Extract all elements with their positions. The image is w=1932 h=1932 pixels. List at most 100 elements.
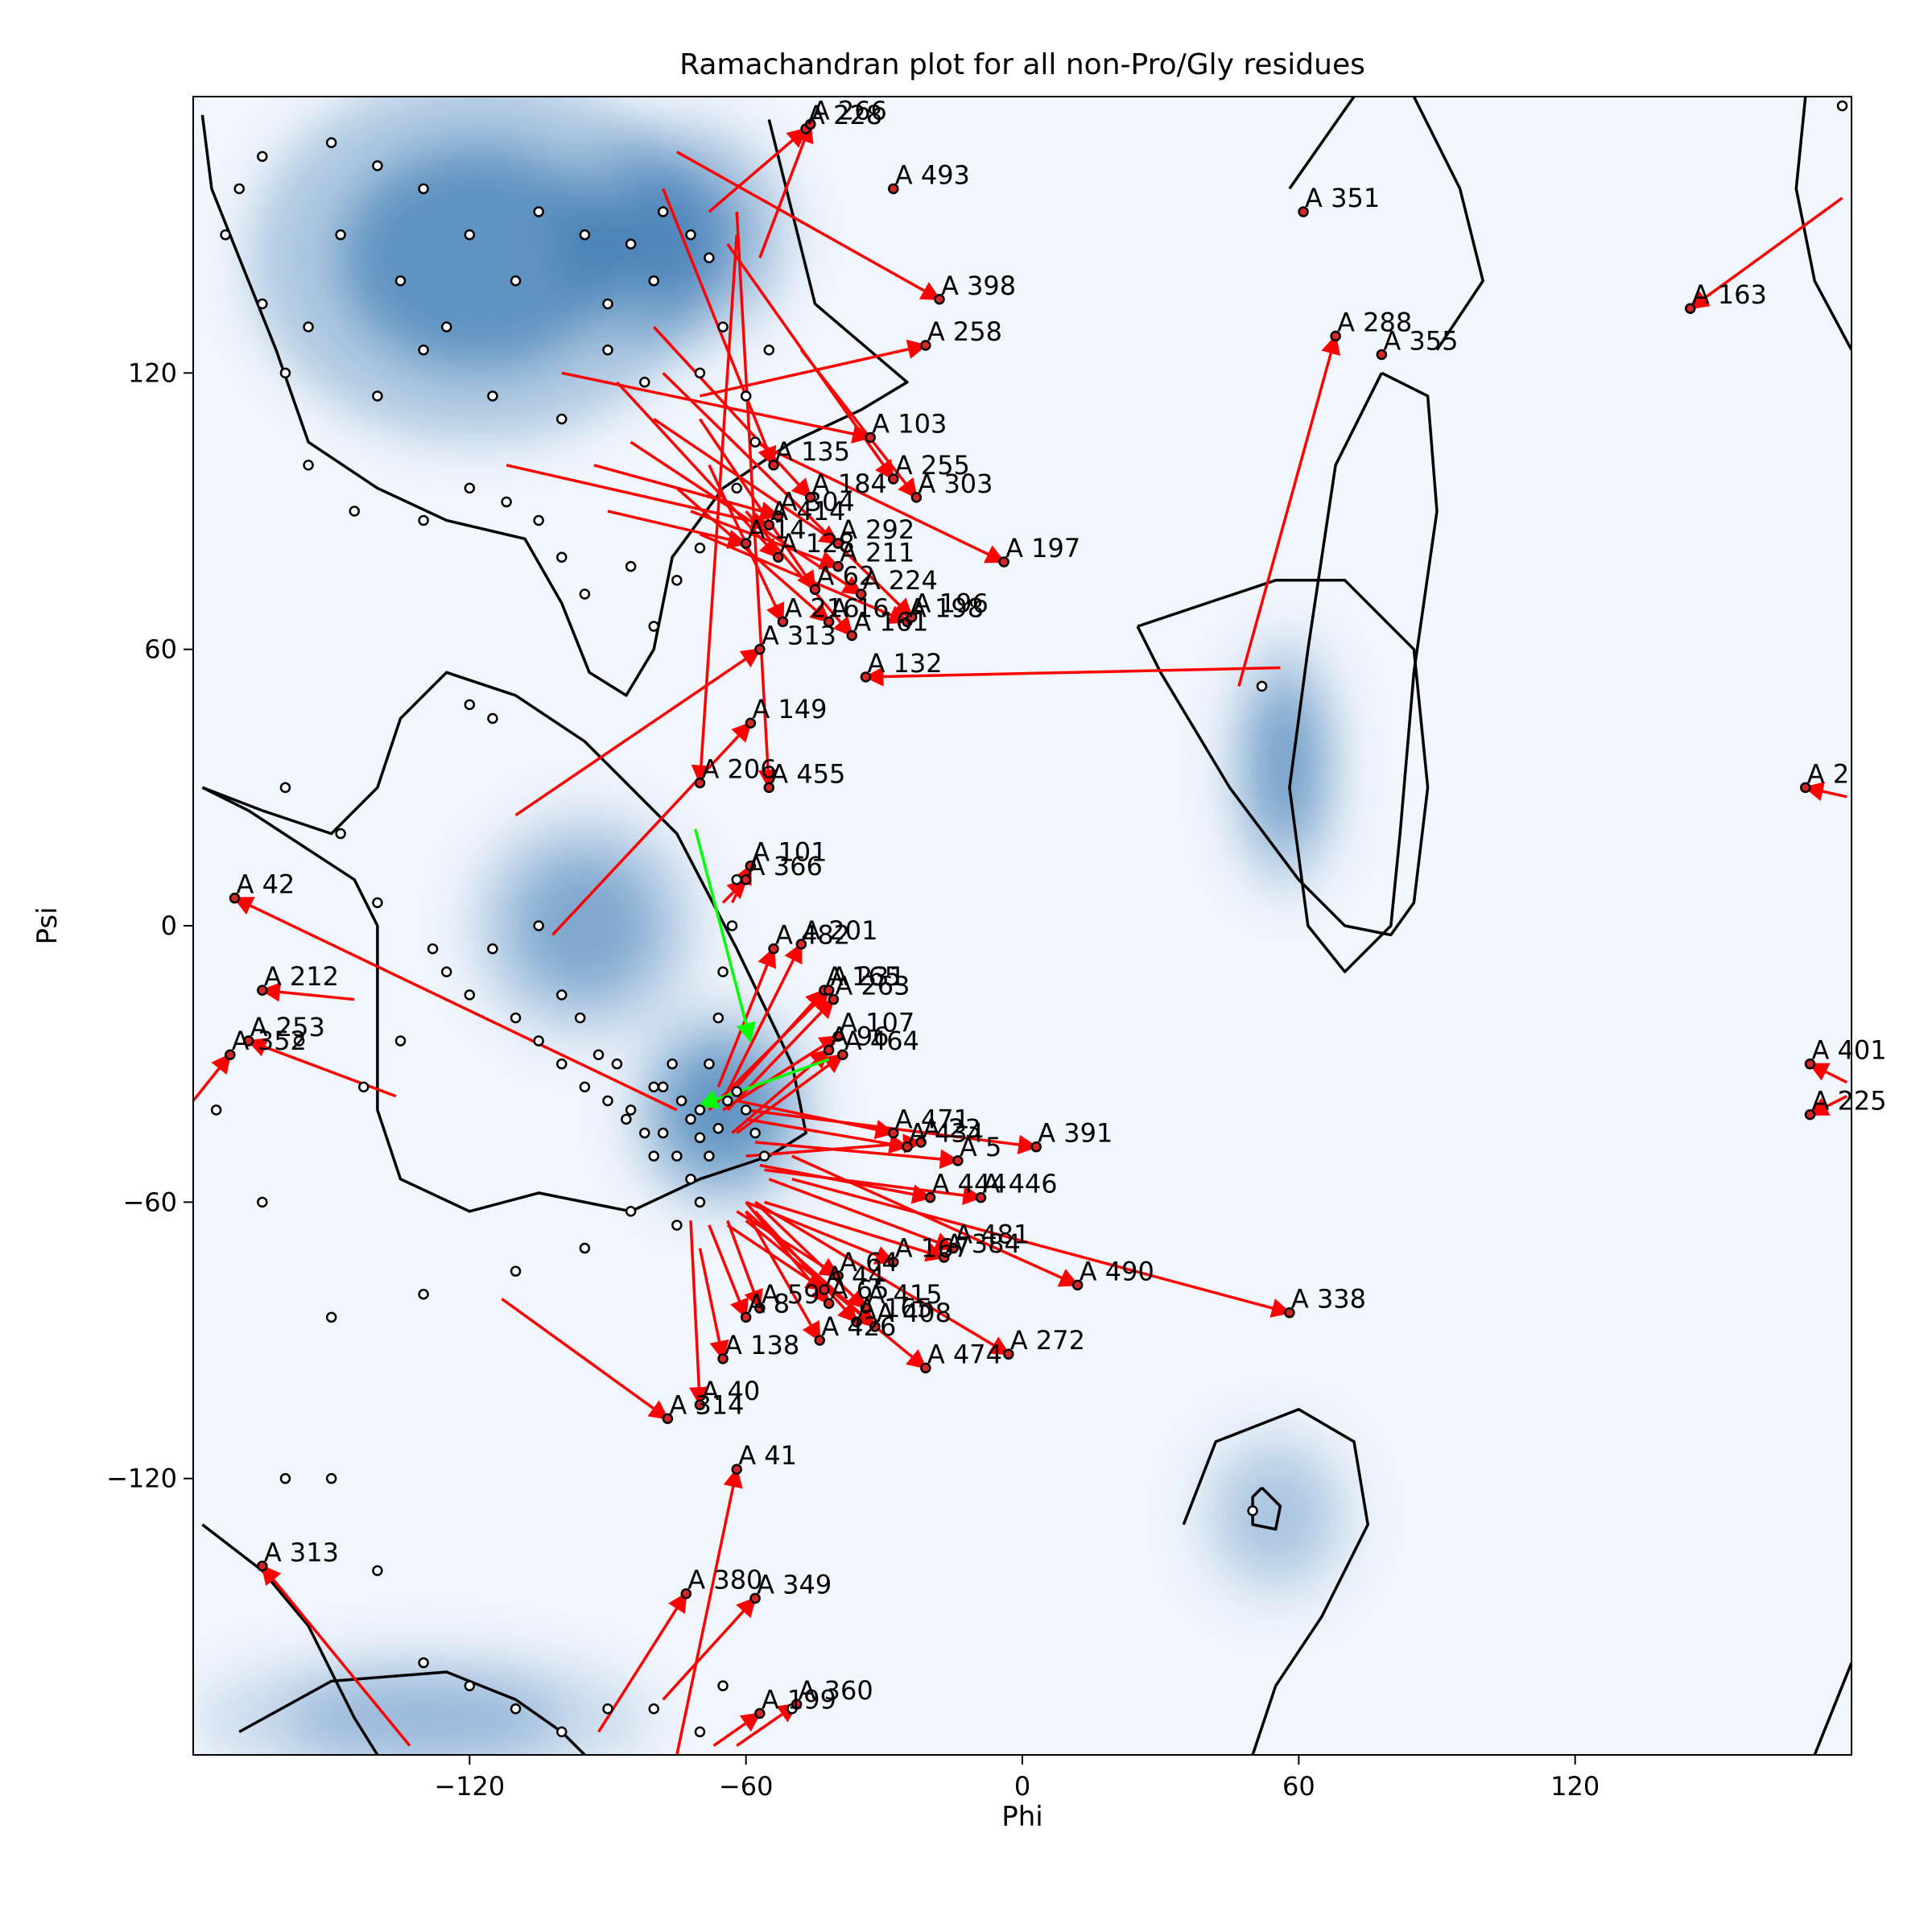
residue-point: [1256, 680, 1268, 692]
outlier-arrow: [722, 1034, 840, 1112]
residue-point: [279, 1472, 291, 1484]
outlier-label: A 2: [1807, 758, 1849, 789]
outlier-point: [823, 1298, 835, 1309]
residue-point: [611, 1058, 623, 1070]
outlier-point: [1804, 1058, 1816, 1070]
residue-point: [763, 344, 775, 356]
outlier-arrow: [753, 1201, 868, 1310]
outlier-arrow: [700, 339, 928, 398]
outlier-point: [832, 1270, 844, 1282]
outlier-label: A 135: [775, 436, 850, 467]
residue-point: [602, 1703, 613, 1715]
residue-point: [625, 1104, 637, 1116]
residue-point: [1247, 1505, 1258, 1517]
residue-point: [685, 1113, 696, 1125]
residue-point: [510, 1265, 522, 1277]
outlier-arrow: [689, 1220, 709, 1407]
residue-point: [667, 1058, 678, 1070]
residue-point: [717, 1680, 729, 1691]
residue-point: [303, 460, 314, 471]
x-axis: −120 −60 0 60 120: [434, 1755, 1600, 1802]
outlier-point: [851, 1316, 862, 1327]
outlier-label: A 352: [232, 1026, 307, 1056]
residue-point: [726, 920, 738, 931]
y-axis-label: Psi: [31, 906, 64, 944]
outlier-point: [772, 510, 784, 522]
residue-point: [533, 206, 544, 217]
outlier-label: A 490: [1080, 1256, 1154, 1286]
outlier-point: [832, 560, 844, 572]
outlier-arrow: [745, 1219, 927, 1369]
y-tick-label: 0: [161, 910, 177, 941]
outlier-arrow: [791, 1178, 1292, 1318]
outlier-label: A 211: [840, 538, 914, 568]
residue-point: [625, 1206, 637, 1217]
outlier-label: A 167: [895, 1233, 970, 1264]
outlier-point: [731, 1463, 742, 1475]
outlier-label: A 471: [895, 1104, 970, 1135]
residue-point: [394, 275, 407, 287]
residue-point: [210, 1104, 222, 1116]
outlier-label: A 398: [941, 270, 1016, 301]
outlier-label: A 444: [932, 1169, 1007, 1199]
residue-point: [621, 1113, 632, 1125]
y-tick-label: −120: [106, 1463, 177, 1494]
outlier-point: [740, 1311, 752, 1323]
outlier-label: A 464: [844, 1026, 919, 1056]
residue-point: [704, 1058, 715, 1070]
outlier-arrow: [764, 1168, 983, 1205]
residue-point: [694, 1132, 706, 1143]
outlier-arrow: [675, 151, 942, 301]
outlier-point: [910, 492, 923, 503]
density-core-bottom-beta: [285, 1676, 562, 1755]
outlier-label: A 128: [780, 528, 855, 559]
residue-point: [372, 390, 383, 402]
special-arrow: [698, 1058, 830, 1109]
residue-point: [556, 1058, 568, 1070]
residue-point: [487, 943, 498, 955]
residue-point: [579, 1242, 591, 1254]
outlier-label: A 366: [748, 851, 823, 881]
residue-point: [279, 367, 291, 379]
outlier-point: [754, 643, 766, 655]
contour-line-1: [201, 671, 807, 1213]
outlier-point: [869, 1321, 881, 1332]
contour-line-2: [201, 1523, 379, 1755]
outlier-label: A 384: [946, 1228, 1021, 1259]
outlier-arrow: [1808, 1095, 1848, 1117]
outlier-label: A 23: [923, 1113, 981, 1144]
outlier-arrow: [754, 440, 1006, 564]
residue-point: [579, 588, 591, 600]
outlier-point: [745, 860, 757, 872]
residue-point: [427, 943, 439, 955]
outlier-point: [1330, 330, 1341, 342]
residue-point: [325, 1311, 337, 1323]
outlier-point: [740, 538, 752, 549]
outlier-point: [906, 611, 918, 623]
outlier-arrow: [726, 997, 836, 1112]
residue-point: [487, 712, 498, 724]
outlier-arrow: [607, 510, 749, 549]
outlier-arrow: [551, 721, 753, 936]
contour-line-8: [1288, 97, 1356, 190]
outlier-label: A 288: [1337, 308, 1412, 338]
outlier-point: [920, 340, 931, 351]
outlier-point: [680, 1587, 692, 1600]
special-arrow: [694, 828, 756, 1043]
y-tick-label: −60: [122, 1187, 177, 1217]
outlier-label: A 184: [812, 469, 887, 499]
residue-point: [418, 344, 429, 356]
outlier-label: A 5: [960, 1132, 1001, 1162]
outlier-label: A 201: [803, 915, 877, 946]
outlier-point: [805, 492, 816, 503]
outlier-arrow: [712, 1712, 762, 1747]
outlier-label: A 225: [1812, 1086, 1887, 1117]
outlier-label: A 349: [757, 1569, 832, 1600]
outlier-arrow: [662, 372, 914, 619]
residue-point: [592, 1049, 605, 1060]
residue-point: [579, 229, 591, 241]
residue-point: [556, 989, 568, 1001]
outlier-arrow: [754, 1200, 1010, 1356]
outlier-point: [823, 1044, 835, 1056]
